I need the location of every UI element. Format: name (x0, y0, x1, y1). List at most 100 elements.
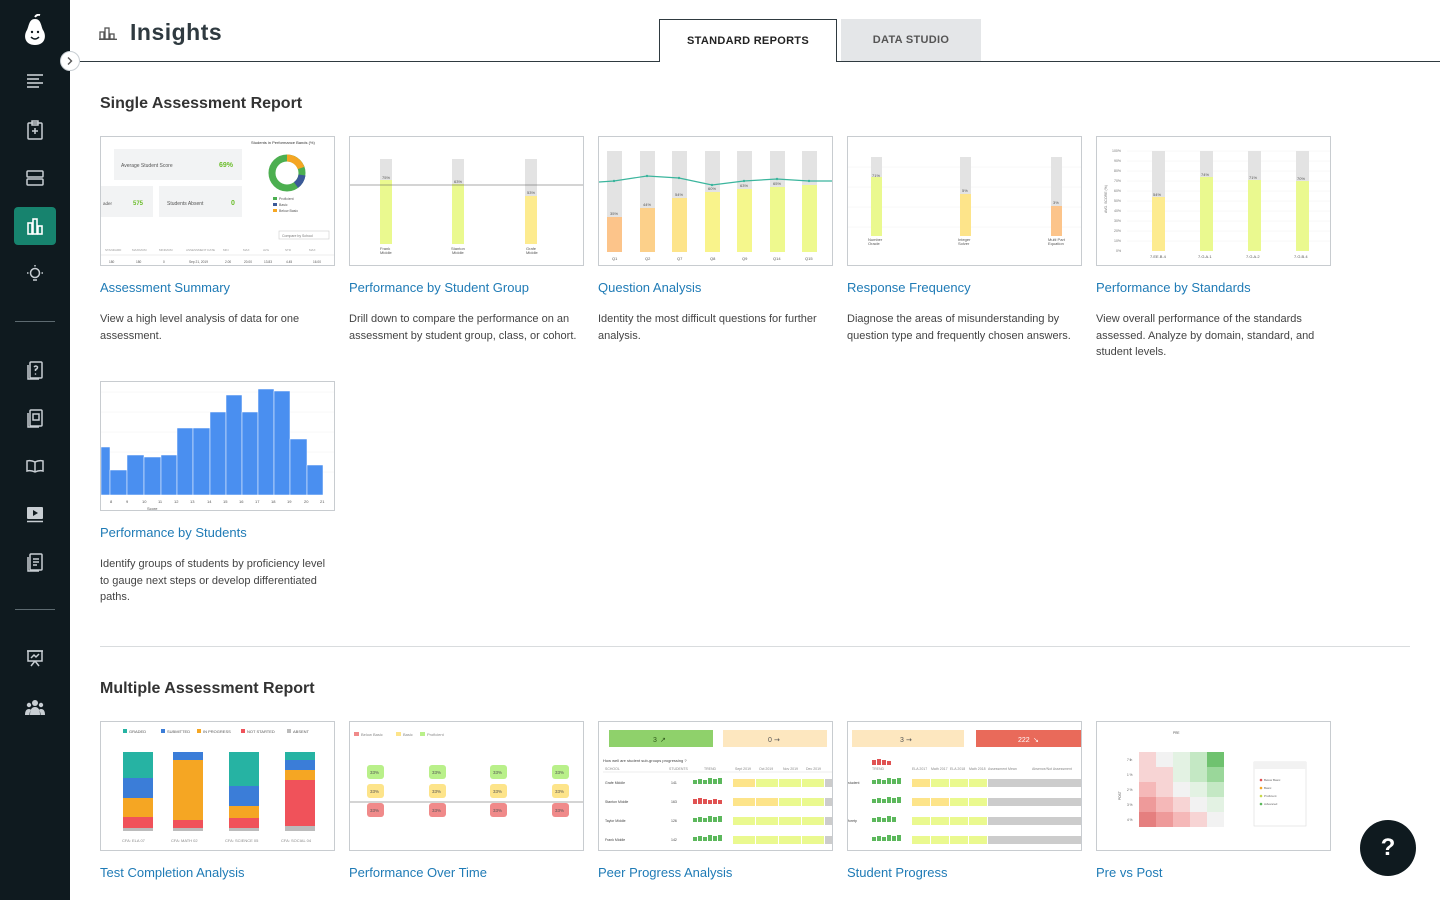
nav-storage-icon[interactable] (14, 159, 56, 197)
thumbnail-test-completion-analysis[interactable]: GRADED SUBMITTED IN PROGRESS NOT STARTED… (100, 721, 335, 851)
svg-text:AVG: AVG (263, 248, 270, 252)
card-performance-by-standards[interactable]: 100% 90% 80% 70% 60% 50% 40% 30% 20% 10% 0% AVG. S… (1096, 136, 1332, 361)
svg-text:Multi Part: Multi Part (1048, 237, 1066, 242)
question-x-label: Q1 (612, 256, 618, 261)
nav-insights-icon[interactable] (14, 207, 56, 245)
completion-legend-item: SUBMITTED (167, 729, 190, 734)
svg-text:40%: 40% (1114, 209, 1121, 213)
question-bar-value: 65% (773, 181, 781, 186)
progress-up-count: 3 (900, 737, 904, 744)
question-bar-value: 35% (610, 211, 618, 216)
card-title-performance-by-students[interactable]: Performance by Students (100, 525, 247, 540)
section-title-multiple: Multiple Assessment Report (100, 680, 315, 697)
card-assessment-summary[interactable]: Average Student Score 69% ader 575 Stude… (100, 136, 336, 344)
nav-menu-icon[interactable] (14, 62, 56, 100)
pot-value: 33% (493, 770, 502, 775)
card-title-peer-progress-analysis[interactable]: Peer Progress Analysis (598, 865, 733, 880)
thumbnail-performance-by-standards[interactable]: 100% 90% 80% 70% 60% 50% 40% 30% 20% 10% 0% AVG. S… (1096, 136, 1331, 266)
students-x-tick: 13 (190, 499, 195, 504)
svg-text:Below Basic: Below Basic (1264, 778, 1281, 782)
standards-x-label: 7.G.A.1 (1198, 254, 1212, 259)
svg-text:Middle: Middle (526, 250, 539, 255)
nav-divider (15, 321, 55, 322)
pear-logo-icon[interactable] (20, 13, 50, 48)
nav-presentation-icon[interactable] (14, 639, 56, 677)
card-title-question-analysis[interactable]: Question Analysis (598, 280, 702, 295)
question-x-label: Q7 (677, 256, 683, 261)
card-test-completion-analysis[interactable]: GRADED SUBMITTED IN PROGRESS NOT STARTED… (100, 721, 336, 880)
thumbnail-performance-over-time[interactable]: Below Basic Basic Proficient 33% 33% 33% 3… (349, 721, 584, 851)
svg-text:Sep 21, 2019: Sep 21, 2019 (189, 260, 208, 264)
completion-test-label: CFA: SCIENCE 05 (225, 838, 259, 843)
card-peer-progress-analysis[interactable]: 3 ↗ 0 → How well are student sub-groups … (598, 721, 834, 880)
thumbnail-student-progress[interactable]: 3 → 222 ↘ TREND ELA 2017 Math 2017 ELA 2018… (847, 721, 1082, 851)
frequency-bar-label: 5% (962, 188, 968, 193)
nav-documents-icon[interactable] (14, 543, 56, 581)
expand-sidebar-button[interactable] (60, 51, 80, 71)
completion-legend-item: NOT STARTED (247, 729, 275, 734)
thumbnail-pre-vs-post[interactable]: PRE 7 th 1 % 2 % 3 % 4 % POST Below Basic Ba… (1096, 721, 1331, 851)
completion-test-label: CFA: ELA 07 (122, 838, 146, 843)
card-performance-over-time[interactable]: Below Basic Basic Proficient 33% 33% 33% 3… (349, 721, 585, 880)
question-bar-value: 63% (740, 183, 748, 188)
nav-video-icon[interactable] (14, 495, 56, 533)
help-button[interactable]: ? (1360, 820, 1416, 876)
svg-text:60%: 60% (1114, 189, 1121, 193)
svg-text:180: 180 (109, 260, 115, 264)
nav-divider (15, 609, 55, 610)
pot-value: 33% (370, 770, 379, 775)
students-x-tick: 10 (142, 499, 147, 504)
svg-text:Oct 2019: Oct 2019 (759, 767, 773, 771)
summary-count-label: ader (103, 201, 113, 206)
card-title-test-completion-analysis[interactable]: Test Completion Analysis (100, 865, 245, 880)
summary-absent-value: 0 (231, 200, 235, 207)
card-desc-performance-by-students: Identify groups of students by proficien… (100, 558, 326, 603)
card-response-frequency[interactable]: 71% 5% 3% Number Oracle Integer Solver Mul… (847, 136, 1083, 344)
svg-text:→: → (774, 736, 780, 744)
svg-text:ELA 2018: ELA 2018 (950, 767, 965, 771)
thumbnail-question-analysis[interactable]: 35% 44% 54% 60% 63% 65% Q1 Q2 Q7 Q8 Q9 Q… (598, 136, 833, 266)
card-pre-vs-post[interactable]: PRE 7 th 1 % 2 % 3 % 4 % POST Below Basic Ba… (1096, 721, 1332, 880)
tab-data-studio[interactable]: DATA STUDIO (841, 19, 981, 61)
nav-users-icon[interactable] (14, 688, 56, 726)
svg-text:Sept 2019: Sept 2019 (735, 767, 751, 771)
question-x-label: Q15 (805, 256, 813, 261)
card-title-assessment-summary[interactable]: Assessment Summary (100, 280, 231, 295)
card-desc-assessment-summary: View a high level analysis of data for o… (100, 313, 300, 342)
thumbnail-performance-by-student-group[interactable]: 75% 63% 53% Frank Middle Stanton Middle Gr… (349, 136, 584, 266)
peer-row-school: Taylor Middle (605, 819, 626, 823)
thumbnail-performance-by-students[interactable]: 8 9 10 11 12 13 14 15 16 17 18 19 20 21 … (100, 381, 335, 511)
pot-value: 33% (432, 770, 441, 775)
card-performance-by-students[interactable]: 8 9 10 11 12 13 14 15 16 17 18 19 20 21 … (100, 381, 336, 606)
nav-item-bank-icon[interactable] (14, 399, 56, 437)
tab-standard-reports[interactable]: STANDARD REPORTS (659, 19, 837, 62)
card-title-performance-by-standards[interactable]: Performance by Standards (1096, 280, 1251, 295)
nav-assessment-icon[interactable] (14, 111, 56, 149)
card-title-student-progress[interactable]: Student Progress (847, 865, 948, 880)
svg-text:MAX: MAX (309, 248, 316, 252)
card-title-pre-vs-post[interactable]: Pre vs Post (1096, 865, 1163, 880)
card-title-response-frequency[interactable]: Response Frequency (847, 280, 971, 295)
svg-text:student: student (848, 781, 860, 785)
students-x-tick: 12 (174, 499, 179, 504)
card-performance-by-student-group[interactable]: 75% 63% 53% Frank Middle Stanton Middle Gr… (349, 136, 585, 344)
question-x-label: Q2 (645, 256, 651, 261)
svg-text:↗: ↗ (660, 736, 666, 744)
summary-legend-below: Below Basic (279, 209, 298, 213)
svg-text:Math 2018: Math 2018 (969, 767, 986, 771)
card-question-analysis[interactable]: 35% 44% 54% 60% 63% 65% Q1 Q2 Q7 Q8 Q9 Q… (598, 136, 834, 344)
nav-question-bank-icon[interactable] (14, 351, 56, 389)
nav-lightbulb-icon[interactable] (14, 255, 56, 293)
card-student-progress[interactable]: 3 → 222 ↘ TREND ELA 2017 Math 2017 ELA 2018… (847, 721, 1083, 880)
thumbnail-peer-progress-analysis[interactable]: 3 ↗ 0 → How well are student sub-groups … (598, 721, 833, 851)
card-title-performance-over-time[interactable]: Performance Over Time (349, 865, 487, 880)
summary-legend-proficient: Proficient (279, 197, 294, 201)
thumbnail-response-frequency[interactable]: 71% 5% 3% Number Oracle Integer Solver Mul… (847, 136, 1082, 266)
card-title-performance-by-student-group[interactable]: Performance by Student Group (349, 280, 529, 295)
svg-text:50%: 50% (1114, 199, 1121, 203)
standards-bar-value: 54% (1153, 192, 1161, 197)
thumbnail-assessment-summary[interactable]: Average Student Score 69% ader 575 Stude… (100, 136, 335, 266)
students-x-tick: 14 (207, 499, 212, 504)
card-desc-question-analysis: Identity the most difficult questions fo… (598, 313, 817, 342)
nav-book-icon[interactable] (14, 447, 56, 485)
